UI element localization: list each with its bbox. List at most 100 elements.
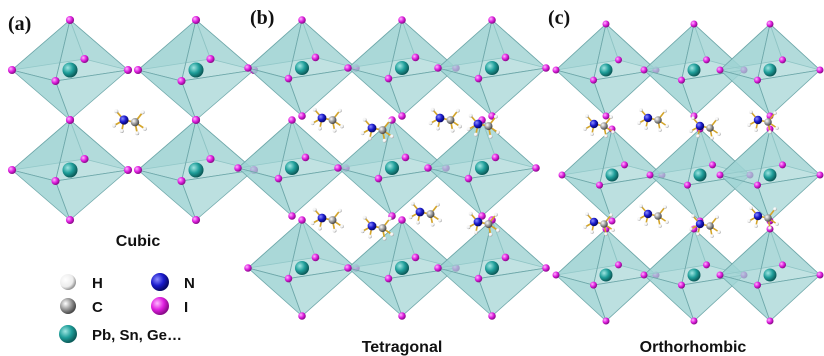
carbon-atom [706, 124, 714, 132]
caption-orthorhombic: Orthorhombic [640, 339, 747, 356]
methylammonium-molecule [112, 109, 147, 135]
octahedron [8, 116, 132, 224]
iodine-atom [542, 264, 550, 272]
octahedron [717, 21, 824, 120]
iodine-atom [709, 161, 716, 168]
iodine-atom [492, 154, 500, 162]
iodine-atom [398, 112, 406, 120]
metal-atom [600, 64, 613, 77]
nitrogen-atom-icon [151, 273, 169, 291]
iodine-atom [754, 182, 761, 189]
hydrogen-atom [590, 132, 594, 136]
hydrogen-atom [416, 221, 420, 225]
carbon-atom [329, 216, 337, 224]
iodine-atom [80, 55, 88, 63]
metal-atom [188, 162, 203, 177]
hydrogen-atom [456, 109, 460, 113]
methylammonium-molecule [311, 208, 344, 233]
nitrogen-atom [474, 218, 483, 227]
tetragonal-structure [234, 16, 550, 320]
iodine-atom [298, 16, 306, 24]
hydrogen-atom [639, 204, 643, 208]
hydrogen-atom [489, 233, 493, 237]
iodine-atom [398, 16, 406, 24]
iodine-atom [275, 175, 283, 183]
hydrogen-atom [338, 209, 342, 213]
metal-atom [694, 169, 707, 182]
iodine-atom [817, 272, 824, 279]
nitrogen-atom [119, 115, 128, 124]
iodine-atom [684, 182, 691, 189]
iodine-atom [302, 154, 310, 162]
carbon-atom [447, 116, 455, 124]
carbon-atom [485, 220, 493, 228]
metal-atom [295, 61, 309, 75]
iodine-atom [66, 116, 74, 124]
iodine-atom [717, 272, 724, 279]
hydrogen-atom [313, 108, 317, 112]
hydrogen-atom [665, 124, 669, 128]
nitrogen-atom [318, 214, 327, 223]
caption-tetragonal: Tetragonal [362, 339, 443, 356]
iodine-atom [412, 254, 420, 262]
iodine-atom [691, 21, 698, 28]
metal-atom [295, 261, 309, 275]
metal-atom [764, 169, 777, 182]
hydrogen-atom [775, 222, 779, 226]
iodine-atom [767, 21, 774, 28]
iodine-atom [590, 77, 597, 84]
hydrogen-atom [747, 219, 751, 223]
iodine-atom [177, 77, 185, 85]
iodine-atom [691, 318, 698, 325]
iodine-atom [412, 54, 420, 62]
hydrogen-atom [431, 108, 435, 112]
iodine-atom [334, 164, 342, 172]
caption-cubic: Cubic [116, 233, 161, 250]
iodine-atom [124, 66, 132, 74]
legend-label-n: N [184, 275, 195, 292]
iodine-atom [817, 172, 824, 179]
hydrogen-atom [436, 203, 440, 207]
hydrogen-atom [313, 208, 317, 212]
hydrogen-atom [114, 109, 118, 113]
hydrogen-atom [311, 221, 315, 225]
hydrogen-atom [749, 206, 753, 210]
iodine-atom [817, 67, 824, 74]
metal-atom [688, 269, 701, 282]
iodine-atom [66, 216, 74, 224]
iodine-atom [177, 177, 185, 185]
hydrogen-atom [639, 108, 643, 112]
hydrogen-atom [658, 224, 662, 228]
hydrogen-atom [665, 220, 669, 224]
iodine-atom [134, 66, 142, 74]
iodine-atom [641, 272, 648, 279]
metal-atom [764, 269, 777, 282]
iodine-atom [206, 55, 214, 63]
hydrogen-atom [361, 229, 365, 233]
hydrogen-atom [611, 130, 615, 134]
carbon-atom [379, 126, 387, 134]
legend-item-h [60, 274, 76, 290]
iodine-atom [717, 67, 724, 74]
hydrogen-atom [383, 237, 387, 241]
hydrogen-atom [311, 121, 315, 125]
hydrogen-atom [583, 225, 587, 229]
metal-atom [688, 64, 701, 77]
panel-label-b: (b) [250, 7, 274, 29]
hydrogen-atom [436, 127, 440, 131]
iodine-atom [8, 66, 16, 74]
nitrogen-atom [590, 120, 598, 128]
hydrogen-atom [754, 224, 758, 228]
metal-atom [485, 61, 499, 75]
hydrogen-atom [390, 135, 394, 139]
carbon-atom [600, 220, 608, 228]
hydrogen-atom [338, 109, 342, 113]
iodine-atom [779, 161, 786, 168]
metal-atom [600, 269, 613, 282]
legend-label-c: C [92, 299, 103, 316]
hydrogen-atom [583, 127, 587, 131]
iodine-atom [312, 254, 320, 262]
iodine-atom [609, 218, 616, 225]
hydrogen-atom [749, 110, 753, 114]
